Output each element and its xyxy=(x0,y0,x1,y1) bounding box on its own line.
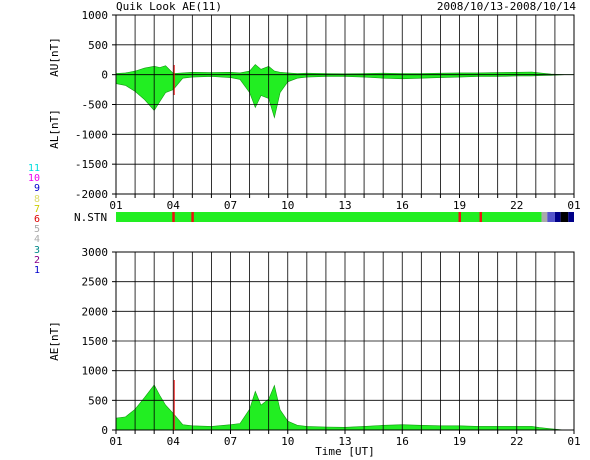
station-bar-marker xyxy=(172,212,175,222)
station-bar-segment xyxy=(554,212,561,222)
station-legend-number: 1 xyxy=(33,265,40,277)
au-al-chart-ytick-label: -1500 xyxy=(75,158,108,171)
ae-chart-xtick-label: 10 xyxy=(281,435,294,448)
station-bar-marker xyxy=(479,212,482,222)
station-legend-number: 8 xyxy=(33,193,40,205)
au-al-chart-ytick-label: -500 xyxy=(82,99,109,112)
ae-chart-ytick-label: 2000 xyxy=(82,305,109,318)
au-al-chart-xtick-label: 07 xyxy=(224,199,237,212)
station-bar-segment xyxy=(547,212,555,222)
ae-chart-ylabel: AE[nT] xyxy=(48,321,61,361)
ae-chart-ytick-label: 500 xyxy=(88,394,108,407)
au-al-chart-ytick-label: -1000 xyxy=(75,128,108,141)
au-al-chart-ytick-label: 0 xyxy=(101,69,108,82)
ae-chart-xtick-label: 04 xyxy=(167,435,181,448)
ae-chart-ytick-label: 1000 xyxy=(82,365,109,378)
au-al-chart-xtick-label: 10 xyxy=(281,199,294,212)
station-legend-number: 9 xyxy=(33,183,40,195)
ae-chart-frame xyxy=(115,251,575,431)
au-al-chart-xtick-label: 13 xyxy=(338,199,351,212)
au-al-chart-xtick-label: 19 xyxy=(453,199,466,212)
station-legend-number: 11 xyxy=(27,163,40,174)
ae-chart-ytick-label: 0 xyxy=(101,424,108,437)
ae-chart-xtick-label: 19 xyxy=(453,435,466,448)
station-bar-segment xyxy=(116,212,542,222)
station-bar-marker xyxy=(458,212,461,222)
au-al-chart-xtick-label: 01 xyxy=(567,199,580,212)
ae-chart-xtick-label: 13 xyxy=(338,435,351,448)
station-bar-label: N.STN xyxy=(74,211,107,224)
au-al-chart-ylabel-top: AU[nT] xyxy=(48,37,61,77)
ae-chart-ytick-label: 1500 xyxy=(82,335,109,348)
au-al-chart-ytick-label: 1000 xyxy=(82,9,109,22)
station-legend-number: 5 xyxy=(33,224,40,236)
station-legend: 11 10 9 8 7 6 5 4 3 2 1 xyxy=(20,163,40,277)
au-al-chart-ylabel-bottom: AL[nT] xyxy=(48,109,61,149)
ae-chart-ytick-label: 3000 xyxy=(82,246,109,259)
au-al-chart-xtick-label: 22 xyxy=(510,199,523,212)
header-title: Quik Look AE(11) xyxy=(116,0,222,13)
station-legend-number: 3 xyxy=(33,244,40,256)
ae-chart-xtick-label: 01 xyxy=(567,435,580,448)
au-al-chart-frame xyxy=(115,14,575,195)
station-legend-number: 10 xyxy=(27,173,40,185)
header-date-range: 2008/10/13-2008/10/14 xyxy=(436,0,576,13)
ae-chart-ytick-label: 2500 xyxy=(82,276,109,289)
au-al-chart-xtick-label: 01 xyxy=(109,199,122,212)
station-bar-segment xyxy=(541,212,548,222)
station-legend-number: 6 xyxy=(33,214,40,226)
ae-chart-xtick-label: 22 xyxy=(510,435,523,448)
ae-chart-xlabel: Time [UT] xyxy=(315,445,375,458)
station-bar-segment xyxy=(568,212,574,222)
au-al-chart-xtick-label: 04 xyxy=(167,199,181,212)
station-legend-number: 4 xyxy=(33,234,40,246)
au-al-chart-ytick-label: 500 xyxy=(88,39,108,52)
station-legend-number: 7 xyxy=(33,203,40,215)
au-al-chart-xtick-label: 16 xyxy=(396,199,409,212)
station-legend-number: 2 xyxy=(33,254,40,266)
station-bar-marker xyxy=(191,212,194,222)
au-al-chart-ytick-label: -2000 xyxy=(75,188,108,201)
ae-chart-xtick-label: 07 xyxy=(224,435,237,448)
ae-chart-xtick-label: 01 xyxy=(109,435,122,448)
ae-chart-xtick-label: 16 xyxy=(396,435,409,448)
station-bar-segment xyxy=(560,212,569,222)
